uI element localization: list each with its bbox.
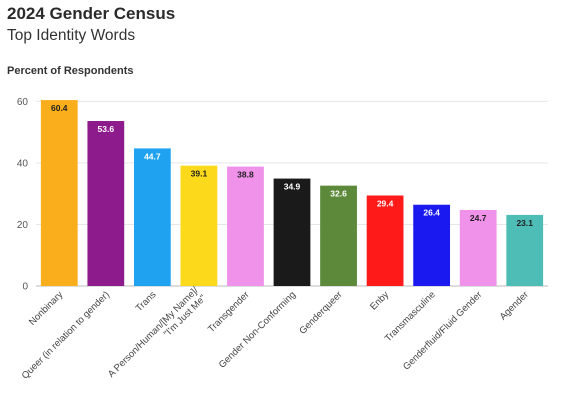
x-tick-label: Genderqueer: [297, 289, 344, 336]
y-tick-label: 20: [17, 220, 29, 231]
data-label: 38.8: [237, 170, 254, 180]
bar: [227, 166, 264, 286]
data-label: 39.1: [191, 169, 208, 179]
bar: [320, 185, 357, 286]
x-tick-label: A Person/Human/[My Name]/"I'm Just Me": [106, 285, 209, 388]
data-label: 23.1: [516, 218, 533, 228]
x-tick-label: Genderfluid/Fluid Gender: [401, 289, 484, 372]
y-axis-label: Percent of Respondents: [7, 65, 134, 77]
data-label: 26.4: [423, 208, 440, 218]
bar: [273, 178, 311, 286]
chart-title: 2024 Gender Census: [7, 4, 176, 23]
data-label: 32.6: [330, 189, 347, 199]
data-label: 60.4: [51, 103, 68, 113]
chart-subtitle: Top Identity Words: [7, 27, 136, 44]
data-label: 29.4: [377, 199, 394, 209]
x-tick-label: Gender Non-Conforming: [217, 289, 298, 370]
data-label: 24.7: [470, 213, 487, 223]
data-label: 44.7: [144, 151, 161, 161]
x-tick-label: Trans: [134, 289, 159, 314]
y-tick-label: 0: [22, 282, 28, 293]
x-tick-label: Queer (in relation to gender): [20, 289, 112, 381]
bar: [506, 214, 544, 286]
bar: [459, 209, 497, 286]
y-tick-label: 60: [17, 97, 29, 108]
bar: [133, 148, 171, 286]
x-tick-label: Transgender: [206, 289, 252, 335]
data-label: 34.9: [284, 182, 301, 192]
bar: [413, 204, 451, 286]
bar: [366, 195, 404, 286]
x-tick-label: Nonbinary: [27, 289, 66, 328]
bar: [87, 121, 125, 286]
y-tick-label: 40: [17, 158, 29, 169]
bar: [40, 100, 78, 286]
data-label: 53.6: [98, 124, 115, 134]
bar: [180, 165, 218, 286]
x-tick-label: Agender: [498, 289, 531, 322]
x-tick-label: Enby: [368, 289, 391, 312]
